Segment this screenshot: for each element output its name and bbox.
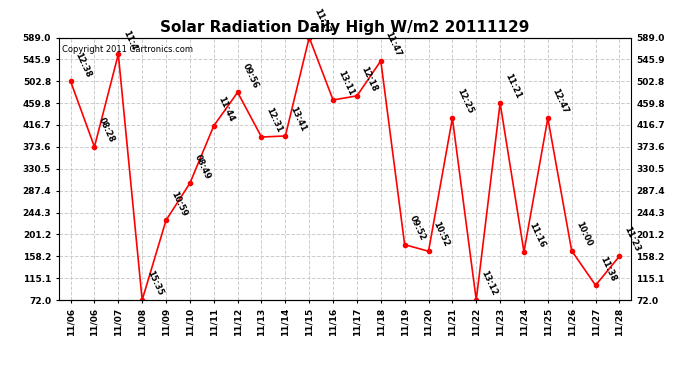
Text: 08:28: 08:28 — [97, 116, 117, 144]
Text: 11:4: 11:4 — [121, 28, 138, 51]
Text: 11:21: 11:21 — [503, 72, 522, 100]
Text: 11:47: 11:47 — [384, 30, 403, 58]
Text: 09:52: 09:52 — [407, 214, 427, 242]
Text: 13:12: 13:12 — [479, 269, 498, 297]
Text: Copyright 2011 Cartronics.com: Copyright 2011 Cartronics.com — [61, 45, 193, 54]
Text: 11:38: 11:38 — [598, 255, 618, 282]
Text: 11:23: 11:23 — [622, 225, 642, 254]
Text: 12:25: 12:25 — [455, 87, 475, 116]
Text: 12:47: 12:47 — [551, 87, 570, 116]
Text: 11:17: 11:17 — [312, 7, 331, 35]
Text: 10:00: 10:00 — [575, 220, 594, 248]
Text: 12:31: 12:31 — [264, 106, 284, 134]
Text: 09:56: 09:56 — [240, 62, 260, 90]
Text: 11:16: 11:16 — [526, 221, 546, 249]
Text: 11:44: 11:44 — [217, 95, 236, 123]
Title: Solar Radiation Daily High W/m2 20111129: Solar Radiation Daily High W/m2 20111129 — [160, 20, 530, 35]
Text: 15:35: 15:35 — [145, 269, 164, 297]
Text: 12:38: 12:38 — [73, 51, 92, 78]
Text: 10:52: 10:52 — [431, 220, 451, 249]
Text: 12:18: 12:18 — [359, 65, 380, 93]
Text: 13:41: 13:41 — [288, 105, 308, 133]
Text: 10:59: 10:59 — [169, 190, 188, 217]
Text: 13:11: 13:11 — [336, 69, 355, 97]
Text: 08:49: 08:49 — [193, 153, 212, 180]
